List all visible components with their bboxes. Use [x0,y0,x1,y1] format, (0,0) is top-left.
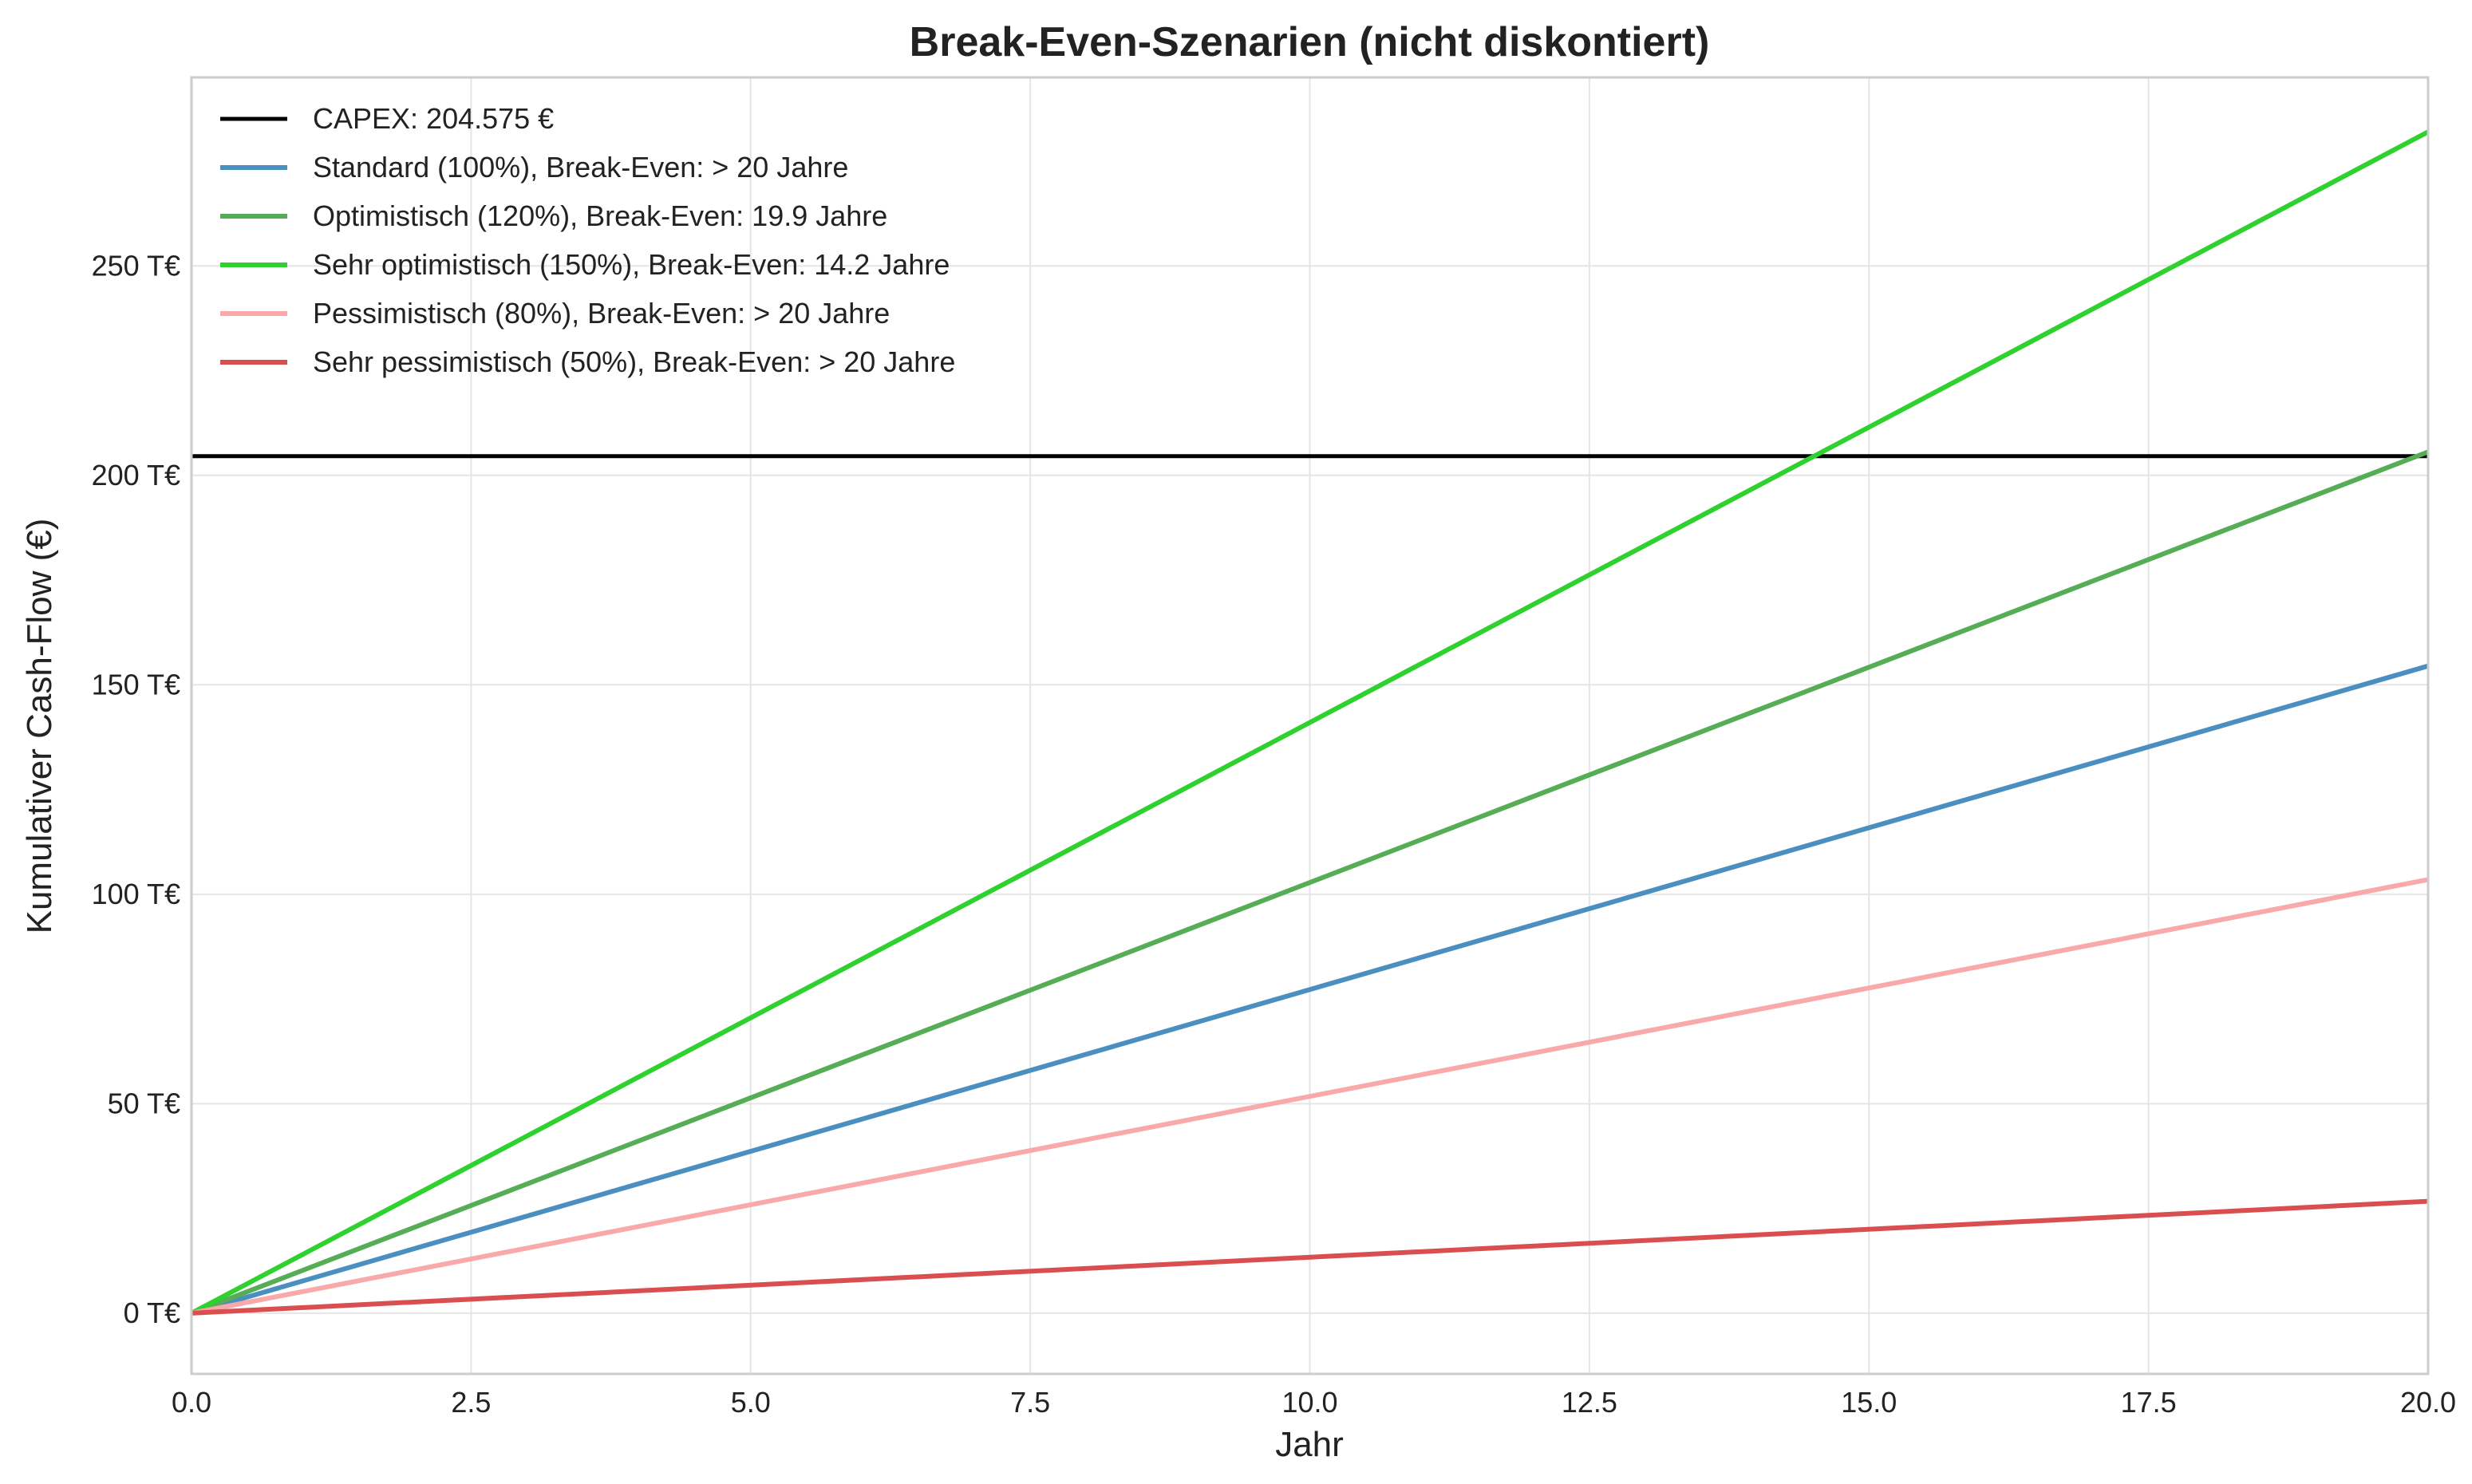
chart-title: Break-Even-Szenarien (nicht diskontiert) [910,19,1710,65]
y-tick-label: 250 T€ [92,249,180,282]
series-layer [190,129,2430,1316]
x-tick-label: 5.0 [731,1386,771,1419]
legend-label: Pessimistisch (80%), Break-Even: > 20 Ja… [313,297,890,330]
tick-layer: 0.0 2.5 5.0 7.5 10.0 12.5 15.0 17.5 20.0 0 T€ 50 T… [92,249,2456,1419]
x-tick-label: 20.0 [2400,1386,2456,1419]
series-line-2 [191,663,2429,1316]
legend-label: Optimistisch (120%), Break-Even: 19.9 Ja… [313,199,887,232]
y-tick-label: 100 T€ [92,878,180,910]
series-line-6 [191,1198,2429,1316]
legend-label: CAPEX: 204.575 € [313,102,554,135]
y-tick-label: 200 T€ [92,459,180,491]
legend: CAPEX: 204.575 € Standard (100%), Break-E… [220,102,955,378]
x-axis-label: Jahr [1275,1425,1344,1464]
x-tick-label: 10.0 [1281,1386,1337,1419]
legend-label: Sehr optimistisch (150%), Break-Even: 14… [313,248,950,281]
y-tick-label: 50 T€ [108,1087,180,1119]
y-axis-label: Kumulativer Cash-Flow (€) [20,519,59,934]
series-line-4 [190,129,2430,1316]
x-tick-label: 2.5 [451,1386,491,1419]
x-tick-label: 15.0 [1841,1386,1897,1419]
series-line-5 [191,877,2429,1316]
x-tick-label: 7.5 [1010,1386,1050,1419]
y-tick-label: 150 T€ [92,668,180,701]
x-tick-label: 0.0 [172,1386,211,1419]
x-tick-label: 12.5 [1562,1386,1617,1419]
grid-layer [191,77,2429,1374]
y-tick-label: 0 T€ [124,1297,180,1329]
legend-label: Standard (100%), Break-Even: > 20 Jahre [313,151,848,184]
legend-label: Sehr pessimistisch (50%), Break-Even: > … [313,345,955,378]
series-line-3 [190,449,2430,1316]
plot-frame [190,76,2430,1375]
x-tick-label: 17.5 [2121,1386,2177,1419]
